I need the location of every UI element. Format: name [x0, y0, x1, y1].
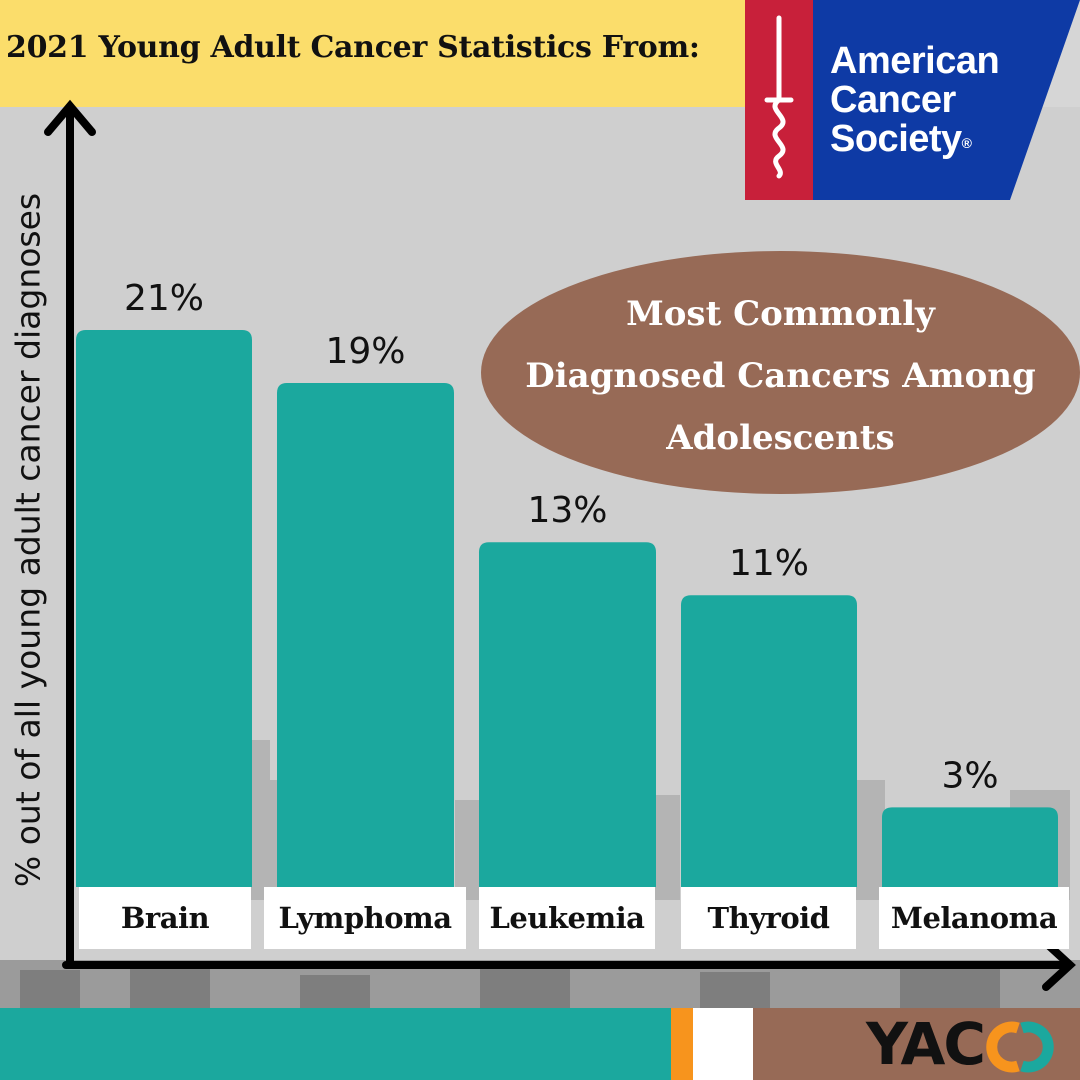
- x-tick-label-brain: Brain: [79, 887, 251, 949]
- x-tick-label-melanoma: Melanoma: [879, 887, 1069, 949]
- logo-line-3-text: Society: [830, 118, 962, 160]
- title-callout: [481, 251, 1080, 494]
- header-banner: 2021 Young Adult Cancer Statistics From:: [0, 0, 745, 107]
- header-title: 2021 Young Adult Cancer Statistics From:: [6, 30, 700, 65]
- bar-thyroid: [681, 595, 857, 887]
- chart-title-line-3: Adolescents: [666, 418, 895, 458]
- american-cancer-society-logo: [745, 0, 1080, 200]
- yaco-brand-text: YAC: [866, 1010, 986, 1078]
- x-tick-label-lymphoma: Lymphoma: [264, 887, 466, 949]
- chart-title: Most Commonly Diagnosed Cancers Among Ad…: [481, 283, 1080, 469]
- data-label-lymphoma: 19%: [325, 331, 405, 372]
- chart-title-line-2: Diagnosed Cancers Among: [525, 356, 1036, 396]
- registered-mark: ®: [961, 135, 972, 151]
- bar-brain: [76, 330, 252, 887]
- bar-leukemia: [479, 542, 656, 887]
- bar-melanoma: [882, 807, 1058, 887]
- x-tick-label-leukemia: Leukemia: [479, 887, 655, 949]
- bar-lymphoma: [277, 383, 454, 887]
- logo-wordmark: American Cancer Society®: [830, 40, 1000, 159]
- logo-line-1: American: [830, 40, 1000, 82]
- data-label-thyroid: 11%: [729, 543, 809, 584]
- x-axis: [62, 939, 1076, 991]
- footer-stripe-white: [693, 1008, 753, 1080]
- chart-axes: [44, 99, 1076, 991]
- logo-line-2: Cancer: [830, 79, 956, 121]
- footer-stripe-orange: [671, 1008, 693, 1080]
- yaco-logo-icon: [986, 1021, 1054, 1073]
- data-label-melanoma: 3%: [941, 755, 998, 796]
- logo-line-3: Society®: [830, 120, 999, 159]
- y-axis: [44, 99, 96, 969]
- chart-title-line-1: Most Commonly: [626, 294, 935, 334]
- sword-icon: [764, 15, 794, 179]
- footer-stripe-teal: [0, 1008, 671, 1080]
- data-label-brain: 21%: [124, 278, 204, 319]
- data-label-leukemia: 13%: [527, 490, 607, 531]
- x-tick-label-thyroid: Thyroid: [681, 887, 856, 949]
